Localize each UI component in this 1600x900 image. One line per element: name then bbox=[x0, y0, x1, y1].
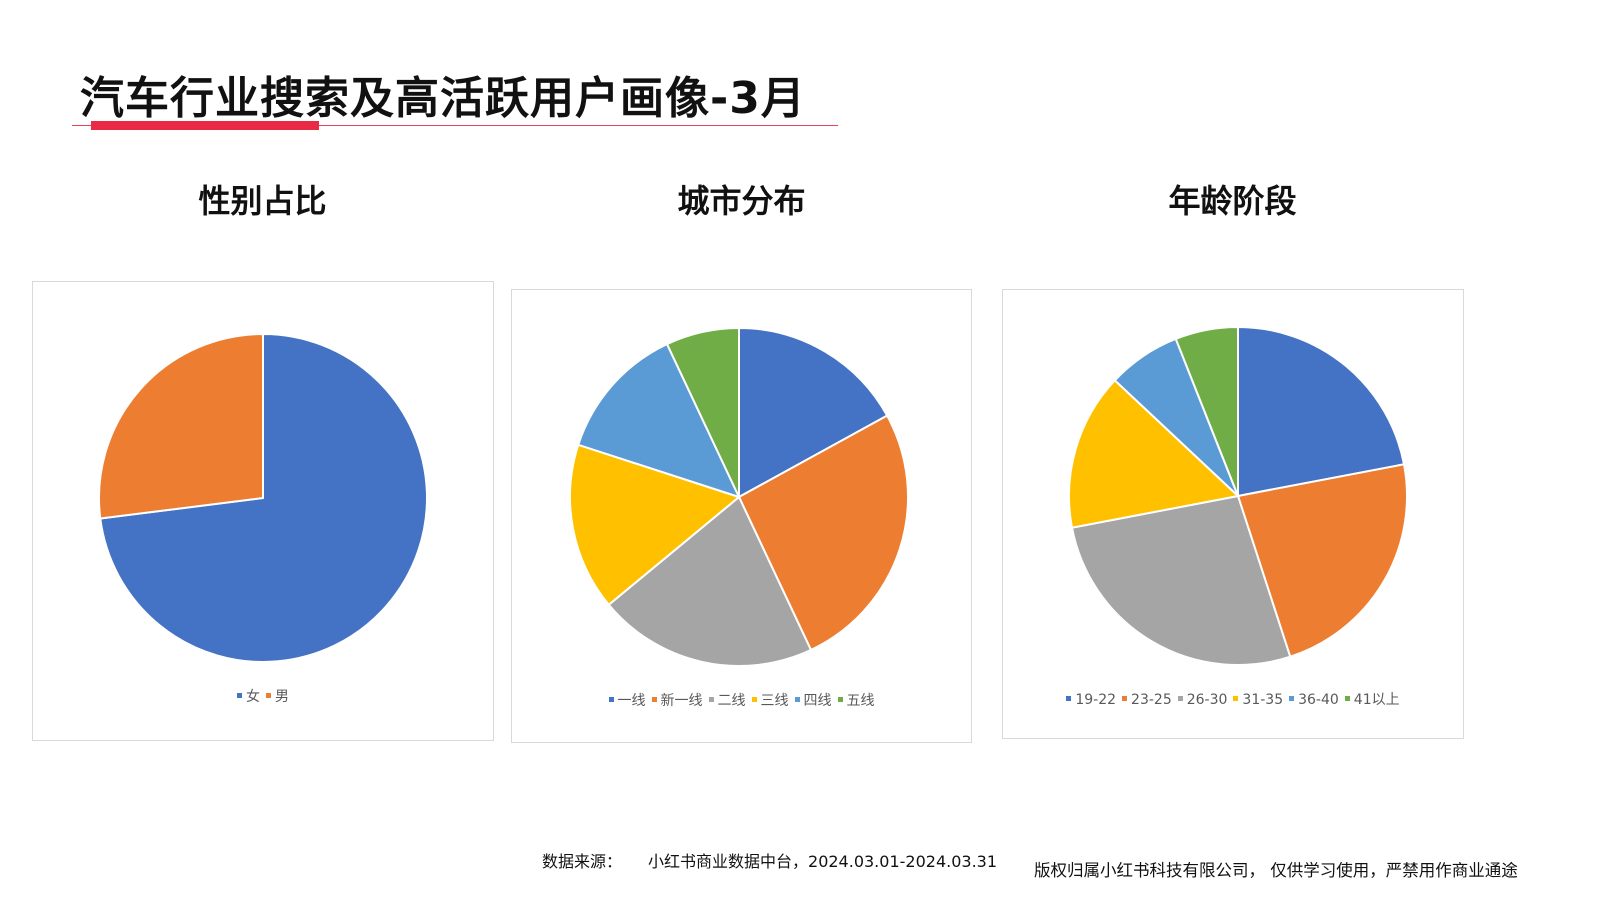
legend-swatch bbox=[708, 696, 714, 702]
legend-swatch bbox=[266, 692, 271, 698]
legend-swatch bbox=[751, 696, 757, 702]
legend-swatch bbox=[1122, 695, 1128, 701]
section-title-city: 城市分布 bbox=[677, 182, 806, 220]
city-legend: 一线 新一线 二线 三线 四线 五线 bbox=[512, 690, 971, 710]
legend-swatch bbox=[651, 696, 657, 702]
gender-pie-chart-panel: 女男 bbox=[32, 281, 494, 741]
pie-slice-tier1 bbox=[738, 326, 889, 499]
legend-swatch bbox=[1066, 695, 1072, 701]
title-accent-bar bbox=[91, 121, 319, 130]
gender-legend: 女男 bbox=[33, 686, 493, 706]
legend-item-tier3: 三线 bbox=[751, 690, 789, 710]
data-source-label: 数据来源： bbox=[542, 852, 623, 871]
pie-slice-31-35 bbox=[1067, 378, 1241, 529]
pie-slice-23-25 bbox=[1236, 463, 1409, 658]
legend-item-36-40: 36-40 bbox=[1289, 692, 1339, 708]
legend-label: 19-22 bbox=[1075, 692, 1117, 708]
legend-item-31-35: 31-35 bbox=[1233, 692, 1283, 708]
legend-swatch bbox=[837, 696, 843, 702]
pie-slice-new-tier1 bbox=[737, 414, 910, 652]
age-legend: 19-22 23-25 26-30 31-35 36-40 41以上 bbox=[1003, 689, 1463, 709]
legend-item-tier1: 一线 bbox=[608, 690, 646, 710]
city-pie-chart-panel: 一线 新一线 二线 三线 四线 五线 bbox=[511, 289, 972, 743]
pie-slice-tier3 bbox=[569, 443, 742, 607]
legend-item-male: 男 bbox=[266, 686, 289, 706]
legend-item-23-25: 23-25 bbox=[1122, 692, 1172, 708]
pie-slice-26-30 bbox=[1070, 494, 1292, 667]
pie-slice-tier4 bbox=[577, 342, 741, 499]
legend-label: 女 bbox=[246, 689, 260, 705]
legend-label: 26-30 bbox=[1186, 692, 1228, 708]
legend-swatch bbox=[1233, 695, 1239, 701]
pie-slice-tier5 bbox=[665, 326, 740, 498]
title-underline bbox=[72, 125, 838, 126]
section-title-gender: 性别占比 bbox=[198, 182, 327, 220]
legend-item-tier4: 四线 bbox=[794, 690, 832, 710]
section-title-age: 年龄阶段 bbox=[1168, 182, 1297, 220]
legend-label: 二线 bbox=[717, 693, 746, 709]
legend-label: 新一线 bbox=[660, 693, 703, 709]
legend-label: 四线 bbox=[803, 693, 832, 709]
legend-label: 41以上 bbox=[1353, 692, 1400, 708]
legend-label: 23-25 bbox=[1131, 692, 1172, 708]
legend-label: 36-40 bbox=[1298, 692, 1339, 708]
legend-label: 三线 bbox=[760, 693, 789, 709]
legend-swatch bbox=[1177, 695, 1183, 701]
legend-swatch bbox=[794, 696, 800, 702]
data-source-text: 小红书商业数据中台，2024.03.01-2024.03.31 bbox=[648, 852, 998, 871]
gender-pie-chart bbox=[97, 332, 428, 663]
legend-item-26-30: 26-30 bbox=[1177, 692, 1228, 708]
legend-swatch bbox=[237, 692, 242, 698]
legend-label: 男 bbox=[275, 689, 289, 705]
legend-item-41-plus: 41以上 bbox=[1344, 689, 1400, 709]
pie-slice-41-plus bbox=[1174, 325, 1239, 497]
city-pie-chart bbox=[569, 326, 910, 668]
legend-label: 五线 bbox=[846, 693, 875, 709]
legend-item-female: 女 bbox=[237, 686, 260, 706]
legend-item-tier2: 二线 bbox=[708, 690, 746, 710]
page-title: 汽车行业搜索及高活跃用户画像-3月 bbox=[80, 73, 806, 124]
legend-label: 31-35 bbox=[1242, 692, 1284, 708]
data-source: 数据来源： 小红书商业数据中台，2024.03.01-2024.03.31 bbox=[542, 848, 997, 872]
age-pie-chart-panel: 19-22 23-25 26-30 31-35 36-40 41以上 bbox=[1002, 289, 1464, 739]
legend-item-tier5: 五线 bbox=[837, 690, 875, 710]
age-pie-chart bbox=[1067, 325, 1409, 667]
legend-swatch bbox=[608, 696, 614, 702]
legend-item-new-tier1: 新一线 bbox=[651, 690, 703, 710]
copyright-notice: 版权归属小红书科技有限公司， 仅供学习使用，严禁用作商业通途 bbox=[1034, 861, 1518, 880]
pie-slice-19-22 bbox=[1237, 325, 1406, 498]
pie-slice-tier2 bbox=[607, 495, 813, 668]
legend-label: 一线 bbox=[617, 693, 646, 709]
pie-slice-male bbox=[97, 332, 264, 520]
legend-item-19-22: 19-22 bbox=[1066, 692, 1116, 708]
legend-swatch bbox=[1289, 695, 1295, 701]
legend-swatch bbox=[1344, 695, 1350, 701]
